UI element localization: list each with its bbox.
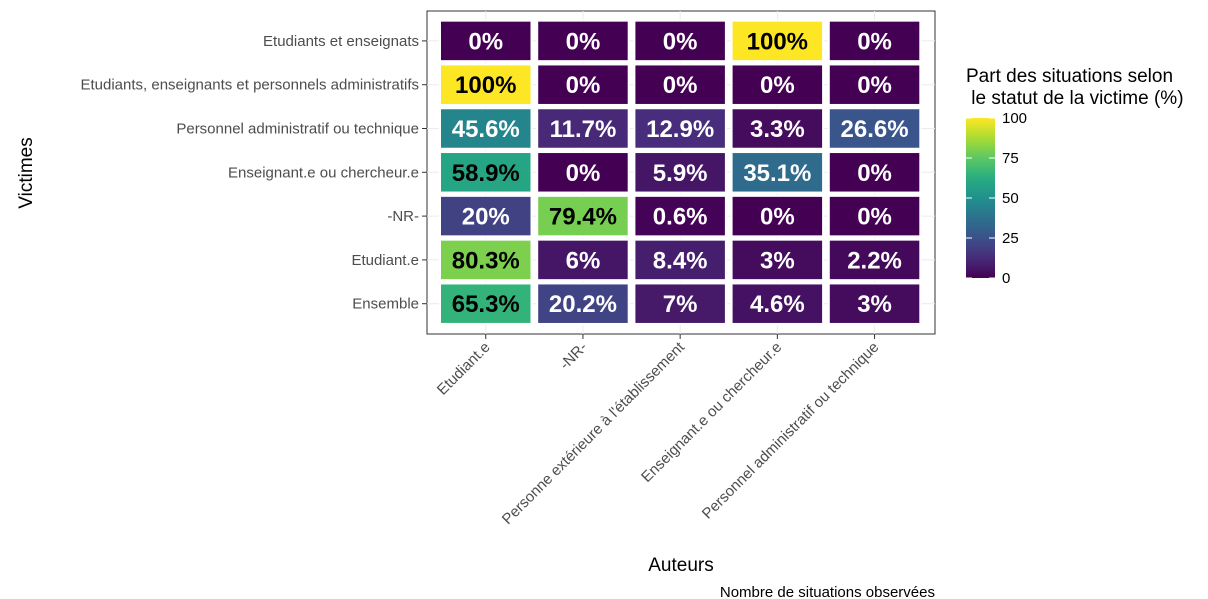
cell-value-label: 4.6% (750, 291, 805, 318)
y-axis: Etudiants et enseignats Etudiants, enseig… (80, 33, 427, 313)
cell-value-label: 45.6% (452, 116, 520, 143)
cell-value-label: 3% (857, 291, 892, 318)
cell-value-label: 65.3% (452, 291, 520, 318)
x-tick-label: Personnel administratif ou technique (699, 339, 883, 523)
cell-value-label: 0% (857, 160, 892, 187)
legend-tick-label: 0 (1002, 270, 1010, 287)
y-axis-title: Victimes (16, 137, 37, 208)
cell-value-label: 6% (566, 247, 601, 274)
cell-value-label: 0.6% (653, 204, 708, 231)
y-tick-label: Etudiant.e (351, 252, 419, 269)
cell-value-label: 0% (857, 28, 892, 55)
cell-value-label: 26.6% (841, 116, 909, 143)
legend-tick-label: 100 (1002, 110, 1027, 127)
cell-value-label: 11.7% (550, 116, 617, 143)
cell-value-label: 0% (566, 28, 601, 55)
cell-value-label: 7% (663, 291, 698, 318)
x-tick-label: Etudiant.e (434, 339, 494, 399)
cell-value-label: 3% (760, 247, 795, 274)
chart-caption: Nombre de situations observées (720, 584, 935, 599)
x-axis-title: Auteurs (648, 555, 713, 576)
cell-value-label: 58.9% (452, 160, 520, 187)
cell-value-label: 0% (468, 28, 503, 55)
cell-value-label: 100% (747, 28, 808, 55)
cell-value-label: 35.1% (743, 160, 811, 187)
cell-value-label: 0% (663, 28, 698, 55)
cell-value-label: 0% (857, 72, 892, 99)
x-tick-label: -NR- (556, 339, 590, 373)
y-tick-label: Etudiants, enseignants et personnels adm… (80, 77, 419, 94)
cell-value-label: 2.2% (847, 247, 902, 274)
cell-value-label: 79.4% (549, 204, 617, 231)
cell-value-label: 12.9% (646, 116, 714, 143)
cell-value-label: 8.4% (653, 247, 708, 274)
cell-value-label: 0% (857, 204, 892, 231)
cell-value-label: 0% (760, 72, 795, 99)
legend-tick-label: 25 (1002, 230, 1019, 247)
y-tick-label: Enseignant.e ou chercheur.e (228, 164, 419, 181)
y-tick-label: Personnel administratif ou technique (176, 121, 419, 138)
cell-value-label: 0% (566, 72, 601, 99)
cell-value-label: 5.9% (653, 160, 708, 187)
y-tick-label: Etudiants et enseignats (263, 33, 419, 50)
legend-tick-label: 75 (1002, 150, 1019, 167)
legend: Part des situations selon le statut de l… (966, 66, 1184, 287)
legend-title-line-2: le statut de la victime (%) (966, 88, 1184, 109)
cell-value-label: 20.2% (549, 291, 617, 318)
y-tick-label: Ensemble (352, 296, 419, 313)
cell-value-label: 0% (760, 204, 795, 231)
legend-tick-label: 50 (1002, 190, 1019, 207)
cell-value-label: 80.3% (452, 247, 520, 274)
legend-title-line-1: Part des situations selon (966, 66, 1173, 87)
cell-value-label: 100% (455, 72, 516, 99)
y-tick-label: -NR- (387, 208, 419, 225)
cell-value-label: 0% (566, 160, 601, 187)
cell-value-label: 3.3% (750, 116, 805, 143)
x-axis: Etudiant.e -NR-Personne extérieure à l'ét… (434, 334, 883, 528)
cell-value-label: 0% (663, 72, 698, 99)
cell-value-label: 20% (462, 204, 510, 231)
x-tick-label: Personne extérieure à l'établissement (499, 338, 689, 528)
